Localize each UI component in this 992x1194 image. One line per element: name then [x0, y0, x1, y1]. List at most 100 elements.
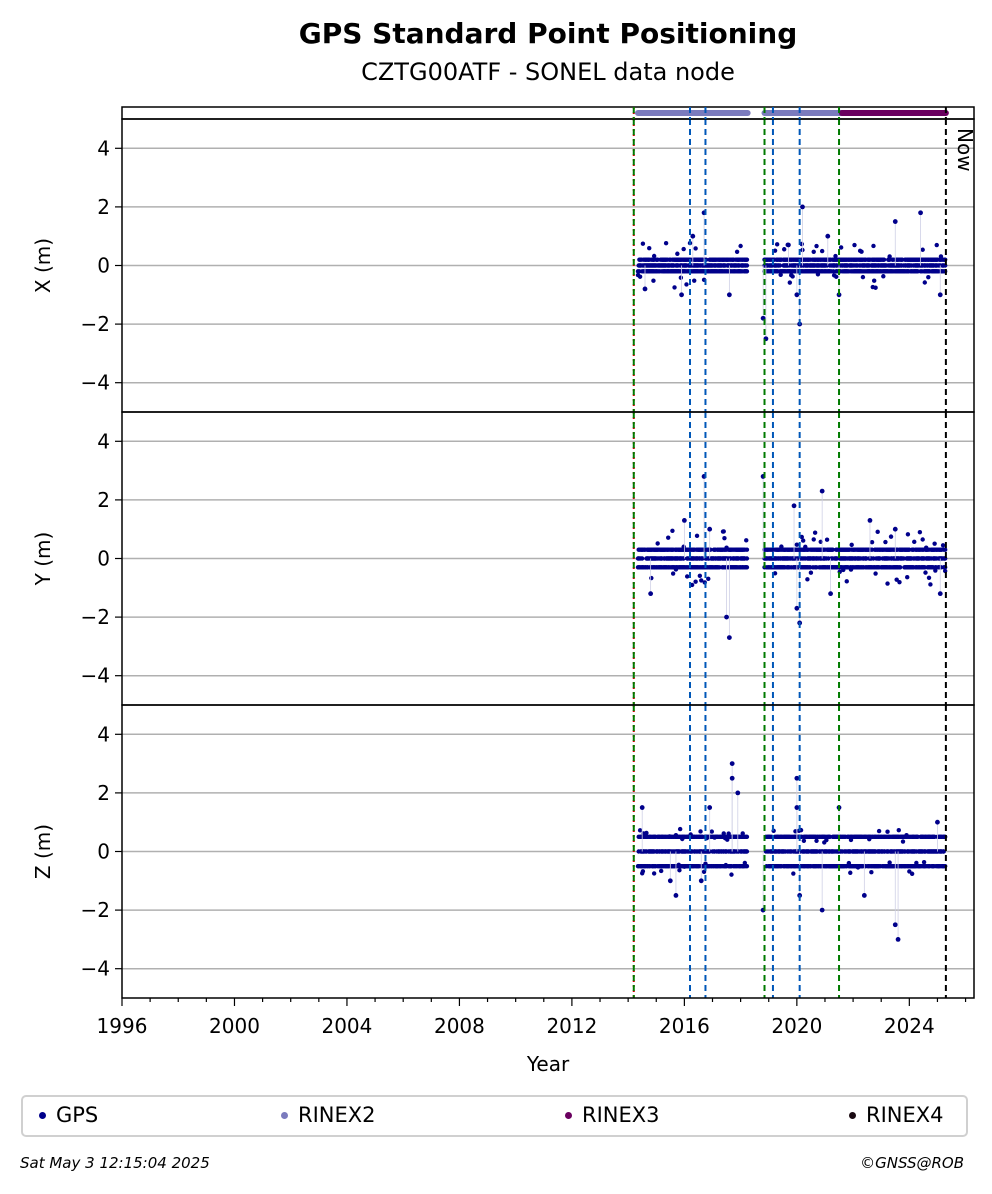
y-tick-label: −4: [81, 664, 110, 688]
gps-point: [637, 828, 643, 833]
gps-point: [744, 263, 750, 268]
y-axis-label: Y (m): [31, 532, 55, 587]
gps-point: [651, 871, 657, 876]
gps-outlier-point: [892, 922, 898, 928]
gps-point: [920, 247, 925, 252]
gps-point: [871, 243, 876, 249]
gps-outlier-point: [828, 591, 833, 597]
gps-point: [658, 868, 664, 874]
x-tick-label: 2016: [659, 1014, 710, 1038]
gps-point: [722, 535, 727, 541]
gps-point: [781, 247, 787, 252]
gps-point: [670, 528, 675, 533]
gps-outlier-point: [707, 526, 713, 532]
gps-point: [684, 574, 690, 579]
y-tick-label: 4: [97, 722, 110, 746]
gps-outlier-point: [690, 233, 696, 239]
legend-item-rinex4: RINEX4: [849, 1103, 944, 1127]
gps-outlier-point: [794, 292, 800, 298]
gps-point: [740, 831, 745, 836]
gps-point: [663, 240, 669, 246]
gps-point: [900, 839, 906, 844]
gps-point: [848, 870, 853, 875]
gps-point: [694, 533, 700, 539]
gps-point: [651, 253, 657, 259]
gps-point: [675, 251, 680, 256]
gps-point: [814, 838, 819, 843]
legend-item-gps: GPS: [39, 1103, 98, 1127]
gps-point: [912, 539, 917, 545]
y-tick-label: −2: [81, 898, 110, 922]
gps-outlier-point: [867, 518, 873, 523]
panel-2: 4 2 0 −2 −4 Z (m): [31, 704, 975, 999]
gps-point: [709, 829, 714, 834]
gps-outlier-point: [729, 775, 735, 781]
gps-point: [677, 826, 683, 832]
gps-point: [885, 581, 890, 586]
gps-point: [693, 246, 698, 251]
gps-point: [693, 579, 698, 584]
gps-outlier-point: [819, 488, 825, 494]
gps-point: [649, 575, 654, 581]
gps-point: [808, 570, 814, 575]
gps-point: [894, 577, 899, 582]
gps-outlier-point: [639, 805, 645, 810]
legend-dot-rinex3: [565, 1111, 572, 1119]
gps-point: [897, 565, 903, 570]
legend-item-rinex2: RINEX2: [281, 1103, 376, 1127]
y-tick-label: −2: [81, 605, 110, 629]
x-axis-label: Year: [526, 1052, 570, 1076]
gps-point: [772, 571, 778, 576]
gps-point: [689, 582, 695, 588]
gps-point: [923, 570, 928, 575]
gps-point: [787, 280, 793, 285]
gps-outlier-point: [861, 893, 867, 898]
gps-outlier-point: [825, 233, 831, 239]
gps-point: [801, 838, 807, 844]
gps-point: [876, 828, 882, 834]
gps-point: [744, 269, 750, 274]
legend: GPS RINEX2 RINEX3 RINEX4: [21, 1095, 968, 1137]
gps-point: [852, 242, 857, 248]
gps-point: [897, 579, 902, 585]
gps-outlier-point: [698, 878, 704, 884]
y-axis-label: X (m): [31, 238, 55, 293]
gps-point: [811, 249, 816, 254]
gps-point: [670, 571, 676, 576]
gps-point: [744, 565, 750, 570]
gps-point: [885, 829, 890, 834]
gps-point: [678, 275, 684, 280]
gps-point: [706, 576, 711, 581]
gps-outlier-point: [918, 210, 923, 216]
gps-point: [744, 257, 750, 262]
gps-outlier-point: [892, 219, 898, 224]
gps-point: [791, 871, 796, 876]
gps-point: [941, 849, 946, 854]
gps-point: [647, 245, 652, 251]
gps-outlier-point: [724, 614, 729, 620]
gps-point: [844, 579, 849, 584]
y-tick-label: −4: [81, 957, 110, 981]
gps-outlier-point: [667, 878, 673, 884]
gps-series: [635, 761, 948, 942]
y-tick-label: 0: [97, 254, 110, 278]
gps-point: [838, 245, 844, 250]
y-tick-label: 4: [97, 429, 110, 453]
gps-point: [926, 274, 931, 280]
gps-outlier-point: [673, 893, 679, 898]
gps-point: [881, 274, 886, 279]
gps-outlier-point: [937, 591, 943, 597]
legend-label-rinex3: RINEX3: [582, 1103, 660, 1127]
gps-outlier-point: [648, 591, 654, 597]
gps-point: [922, 280, 927, 285]
gps-point: [799, 534, 804, 540]
gps-outlier-point: [794, 805, 800, 810]
gps-point: [699, 578, 704, 583]
gps-point: [692, 278, 697, 283]
gps-point: [824, 537, 830, 542]
gps-point: [873, 571, 878, 576]
gps-point: [942, 547, 948, 552]
legend-dot-rinex4: [849, 1111, 856, 1119]
gps-point: [875, 529, 880, 535]
gps-point: [932, 541, 937, 546]
